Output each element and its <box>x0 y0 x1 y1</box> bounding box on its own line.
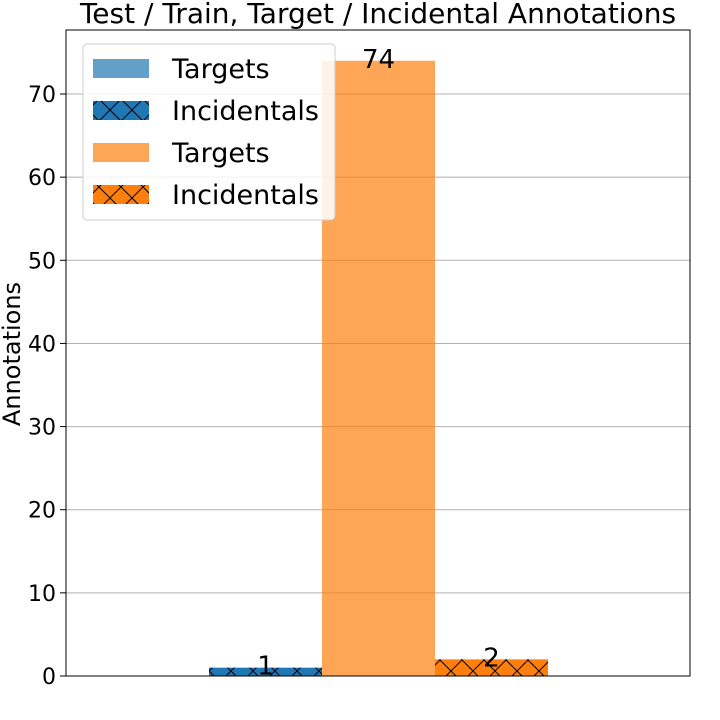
bars <box>209 60 548 677</box>
y-tick-label: 20 <box>28 499 56 524</box>
legend-label: Incidentals <box>172 96 319 127</box>
y-axis-label: Annotations <box>0 282 26 426</box>
legend-box <box>82 43 336 221</box>
y-tick-label: 30 <box>28 416 56 441</box>
bar-train-incidentals-hatch <box>435 659 548 676</box>
bar-train-targets <box>322 60 435 677</box>
y-tick-label: 40 <box>28 332 56 357</box>
bar-value-label: 2 <box>483 643 500 673</box>
bar-value-label: 74 <box>362 45 395 75</box>
bar-value-label: 1 <box>257 652 274 682</box>
y-tick-label: 50 <box>28 249 56 274</box>
legend-label: Incidentals <box>172 180 319 211</box>
plot-frame <box>65 29 691 677</box>
y-tick-label: 10 <box>28 582 56 607</box>
chart-title: Test / Train, Target / Incidental Annota… <box>79 0 676 30</box>
legend-swatch-hatch <box>93 185 149 204</box>
legend-swatch-hatch <box>93 101 149 120</box>
y-tick-label: 60 <box>28 166 56 191</box>
legend-label: Targets <box>171 54 270 85</box>
y-tick-label: 70 <box>28 83 56 108</box>
y-ticks: 0 10 20 30 40 50 60 70 <box>28 83 66 690</box>
legend: Targets Incidentals Targets Incidentals <box>82 43 336 221</box>
legend-swatch <box>93 59 149 78</box>
y-tick-label: 0 <box>42 665 56 690</box>
legend-swatch <box>93 143 149 162</box>
legend-label: Targets <box>171 138 270 169</box>
bar-test-incidentals-hatch <box>209 667 322 676</box>
